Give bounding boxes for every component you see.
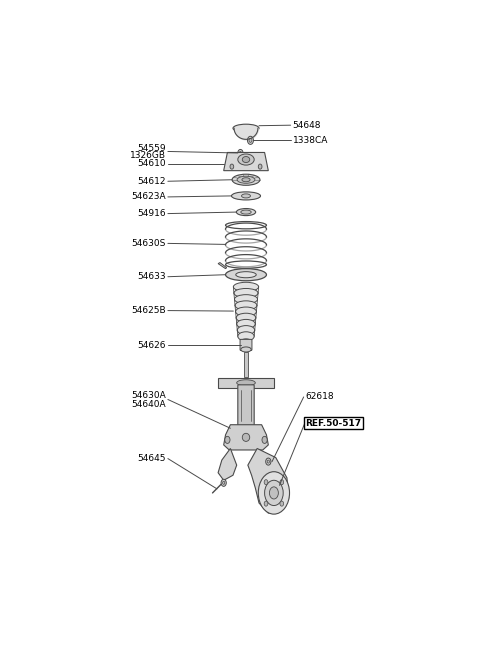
Ellipse shape (241, 347, 251, 352)
Ellipse shape (236, 313, 256, 322)
Text: 1338CA: 1338CA (292, 136, 328, 145)
Ellipse shape (241, 339, 251, 344)
Circle shape (262, 436, 267, 443)
FancyBboxPatch shape (240, 339, 252, 350)
Circle shape (264, 501, 268, 506)
Circle shape (258, 472, 289, 514)
Circle shape (266, 458, 271, 465)
Ellipse shape (242, 178, 250, 182)
Ellipse shape (234, 295, 258, 304)
Polygon shape (224, 152, 268, 171)
Ellipse shape (231, 192, 261, 200)
Ellipse shape (238, 154, 254, 165)
Polygon shape (218, 449, 237, 480)
Ellipse shape (241, 210, 251, 214)
Text: 54559: 54559 (137, 144, 166, 153)
Ellipse shape (236, 272, 256, 277)
FancyBboxPatch shape (238, 385, 254, 426)
Circle shape (230, 164, 234, 169)
Circle shape (264, 480, 283, 506)
Ellipse shape (242, 157, 250, 163)
Polygon shape (218, 262, 227, 269)
Ellipse shape (237, 319, 255, 329)
Ellipse shape (241, 194, 251, 198)
Ellipse shape (234, 289, 258, 298)
Text: 54916: 54916 (137, 209, 166, 218)
Text: 54612: 54612 (137, 176, 166, 186)
Text: 54640A: 54640A (132, 400, 166, 409)
Circle shape (238, 150, 243, 157)
Text: 62618: 62618 (305, 392, 334, 401)
Circle shape (258, 164, 262, 169)
Ellipse shape (237, 380, 255, 386)
Circle shape (221, 480, 226, 486)
Ellipse shape (235, 301, 257, 310)
Circle shape (264, 480, 268, 485)
Text: 54645: 54645 (137, 454, 166, 463)
FancyBboxPatch shape (244, 352, 248, 377)
Text: 54630S: 54630S (132, 239, 166, 248)
Polygon shape (248, 449, 289, 513)
Circle shape (240, 152, 241, 154)
Circle shape (223, 482, 225, 484)
Ellipse shape (233, 124, 259, 133)
Circle shape (248, 136, 253, 144)
Ellipse shape (236, 209, 256, 216)
Text: 54633: 54633 (137, 272, 166, 281)
Ellipse shape (237, 176, 255, 183)
Circle shape (269, 487, 278, 499)
Ellipse shape (226, 269, 266, 281)
Ellipse shape (232, 174, 260, 185)
Circle shape (267, 460, 269, 463)
Text: 54648: 54648 (292, 121, 321, 130)
Ellipse shape (237, 325, 255, 335)
Text: 54610: 54610 (137, 159, 166, 168)
Circle shape (249, 138, 252, 142)
Text: 54630A: 54630A (131, 391, 166, 400)
Ellipse shape (242, 434, 250, 441)
Polygon shape (224, 424, 268, 450)
Circle shape (280, 501, 284, 506)
Ellipse shape (233, 282, 259, 291)
Polygon shape (218, 378, 274, 388)
Text: REF.50-517: REF.50-517 (305, 419, 361, 428)
Text: 54626: 54626 (137, 341, 166, 350)
Circle shape (280, 480, 284, 485)
Ellipse shape (236, 307, 256, 316)
Text: 1326GB: 1326GB (130, 151, 166, 160)
Text: 54623A: 54623A (132, 192, 166, 201)
Text: 54625B: 54625B (132, 306, 166, 315)
Ellipse shape (238, 332, 254, 341)
Circle shape (225, 436, 230, 443)
